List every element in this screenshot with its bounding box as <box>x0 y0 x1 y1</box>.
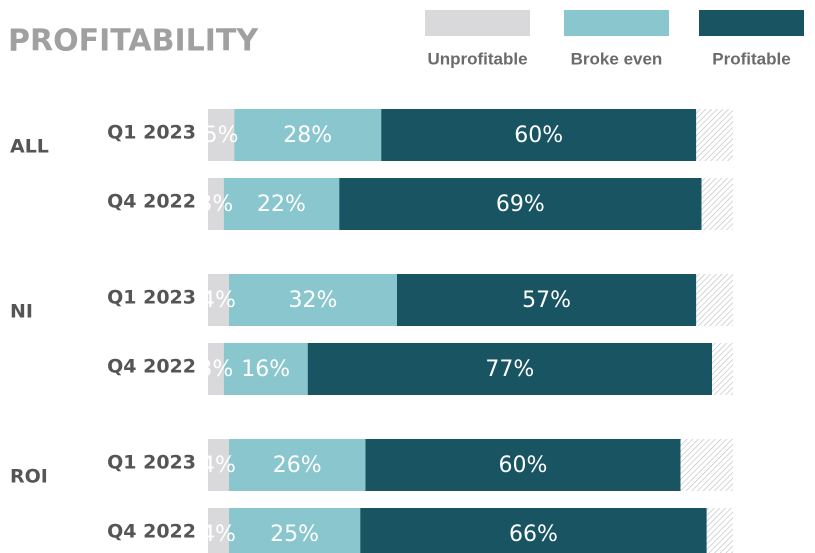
data-label: 25% <box>270 522 319 547</box>
group-label: NI <box>10 301 33 323</box>
bar-segment <box>229 274 397 326</box>
group-label: ALL <box>10 136 49 158</box>
data-label: 4% <box>201 522 236 547</box>
group-label: ROI <box>10 466 48 488</box>
bar-segment <box>208 178 224 230</box>
legend-label: Unprofitable <box>427 49 527 68</box>
y-tick-label: Q4 2022 <box>107 356 196 378</box>
data-label: 5% <box>204 123 239 148</box>
bar-segment <box>208 109 235 161</box>
y-tick-label: Q1 2023 <box>107 452 196 474</box>
bar-remainder <box>701 178 733 230</box>
y-tick-label: Q1 2023 <box>107 287 196 309</box>
data-label: 77% <box>485 357 534 382</box>
data-label: 57% <box>522 288 571 313</box>
bar-segment <box>208 343 224 395</box>
y-tick-label: Q4 2022 <box>107 521 196 543</box>
bar-segment <box>234 109 382 161</box>
bar-segment <box>229 439 366 491</box>
bar-segment <box>223 343 308 395</box>
data-label: 26% <box>273 453 322 478</box>
legend-swatch <box>425 10 530 36</box>
data-label: 4% <box>201 288 236 313</box>
data-label: 60% <box>499 453 548 478</box>
bar-segment <box>360 508 707 553</box>
bar-segment <box>381 109 697 161</box>
legend-label: Profitable <box>712 49 790 68</box>
data-label: 3% <box>198 192 233 217</box>
bar-remainder <box>680 439 733 491</box>
data-label: 22% <box>257 192 306 217</box>
bar-segment <box>307 343 712 395</box>
data-label: 69% <box>496 192 545 217</box>
bar-remainder <box>696 109 733 161</box>
data-label: 16% <box>241 357 290 382</box>
bar-segment <box>339 178 702 230</box>
legend-label: Broke even <box>571 49 663 68</box>
bar-remainder <box>706 508 733 553</box>
bar-segment <box>208 439 229 491</box>
bar-segment <box>229 508 361 553</box>
y-tick-label: Q1 2023 <box>107 122 196 144</box>
bar-segment <box>397 274 697 326</box>
bar-segment <box>223 178 340 230</box>
bar-segment <box>208 508 229 553</box>
bar-remainder <box>712 343 733 395</box>
y-tick-label: Q4 2022 <box>107 191 196 213</box>
bar-segment <box>365 439 681 491</box>
bar-remainder <box>696 274 733 326</box>
legend-swatch <box>564 10 669 36</box>
data-label: 4% <box>201 453 236 478</box>
chart-title: PROFITABILITY <box>8 24 259 59</box>
data-label: 28% <box>283 123 332 148</box>
bar-segment <box>208 274 229 326</box>
data-label: 32% <box>289 288 338 313</box>
data-label: 3% <box>198 357 233 382</box>
data-label: 66% <box>509 522 558 547</box>
data-label: 60% <box>514 123 563 148</box>
legend-swatch <box>699 10 804 36</box>
